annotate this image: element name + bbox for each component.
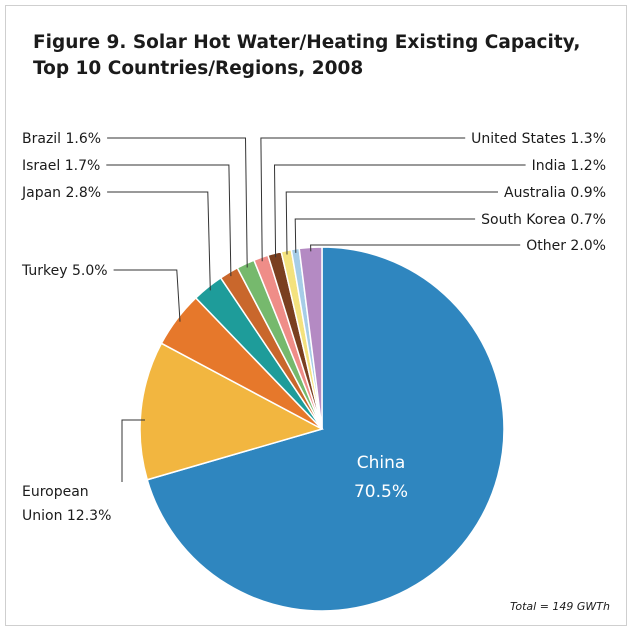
label-japan: Japan 2.8% [21,185,101,201]
label-european-union-name: European [22,484,89,500]
slice-labels: China 70.5% European Union 12.3% Turkey 5.0%… [21,131,606,524]
total-annotation: Total = 149 GWTh [510,600,610,613]
slice-european-union [139,342,324,481]
label-china-name: China [357,453,406,473]
label-india: India 1.2% [532,158,606,174]
label-brazil: Brazil 1.6% [22,131,101,147]
leader-other [310,244,521,252]
label-china-value: 70.5% [354,482,408,502]
chart-title-line-2: Top 10 Countries/Regions, 2008 [33,58,364,79]
chart-title: Figure 9. Solar Hot Water/Heating Existi… [33,30,613,82]
label-south-korea: South Korea 0.7% [481,212,606,228]
chart-title-line-1: Figure 9. Solar Hot Water/Heating Existi… [33,32,581,53]
leader-united-states [260,137,466,262]
leader-european-union [121,419,145,482]
label-australia: Australia 0.9% [504,185,606,201]
leader-japan [107,191,211,291]
leader-india [273,164,526,258]
pie-slices [139,246,505,612]
leader-lines [106,137,526,482]
leader-brazil [107,137,248,268]
label-other: Other 2.0% [526,238,606,254]
label-turkey: Turkey 5.0% [21,263,108,279]
label-united-states: United States 1.3% [471,131,606,147]
leader-israel [106,164,232,277]
leader-australia [285,191,498,255]
leader-turkey [113,269,181,322]
slice-china [146,246,505,612]
leader-south-korea [294,218,476,253]
label-european-union-value: Union 12.3% [22,508,111,524]
label-israel: Israel 1.7% [22,158,100,174]
